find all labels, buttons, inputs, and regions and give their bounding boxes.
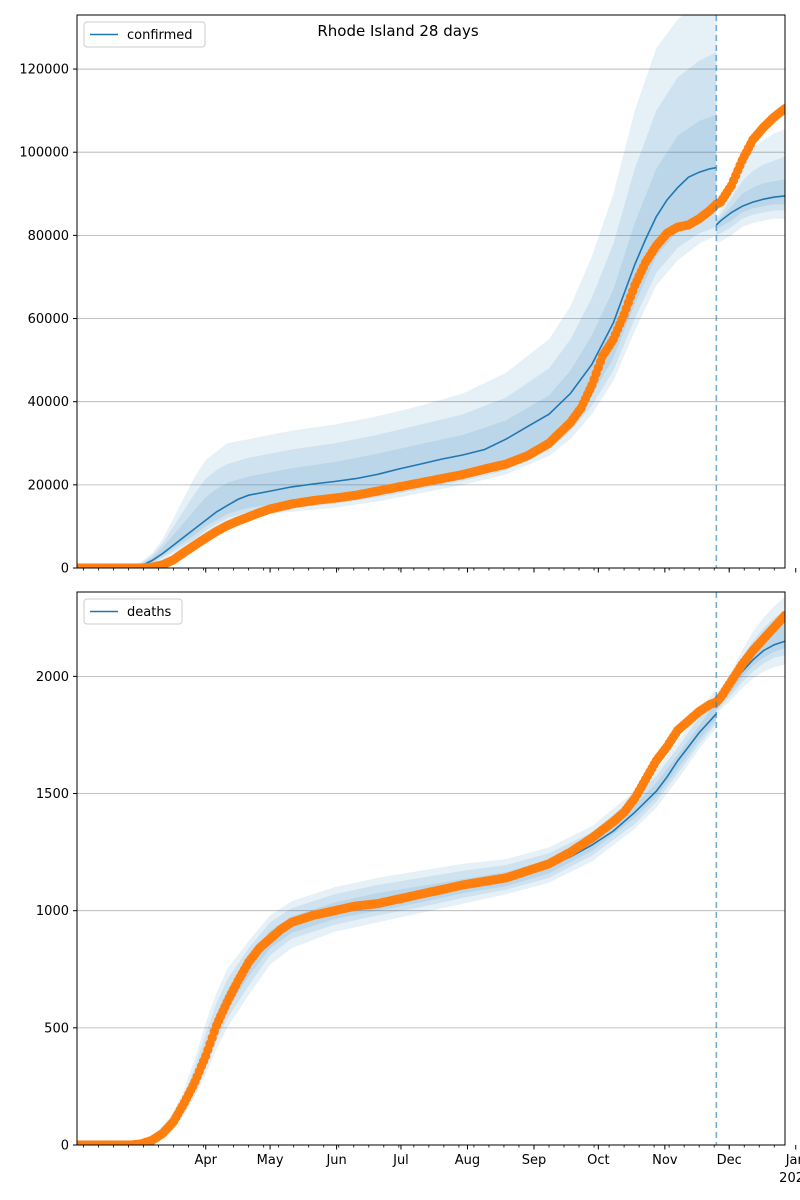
y-tick-label: 20000	[28, 478, 69, 493]
legend: confirmed	[83, 21, 206, 48]
y-tick-label: 0	[61, 1139, 69, 1154]
legend-box	[83, 598, 183, 625]
y-tick-label: 80000	[28, 229, 69, 244]
y-tick-label: 1500	[36, 787, 69, 802]
model-line-fit	[77, 713, 717, 1145]
deaths-panel: 0 500 1000 1500 2000 Apr May Jun Jul Aug Sep Oct Nov…	[36, 591, 800, 1186]
legend-label: deaths	[127, 605, 172, 620]
legend-box	[83, 21, 206, 48]
x-tick-label: Sep	[522, 1153, 547, 1168]
observed-point	[780, 104, 785, 114]
observed-point	[780, 610, 785, 620]
forecast-band-pre-0	[77, 688, 717, 1145]
model-line-forecast	[715, 195, 785, 226]
forecast-band-post-0	[716, 129, 785, 244]
observed-series	[77, 104, 785, 568]
x-tick-label: Dec	[717, 1153, 742, 1168]
x-tick-label: Apr	[194, 1153, 217, 1168]
y-tick-label: 120000	[19, 63, 69, 78]
x-tick-label: Jun	[325, 1153, 346, 1168]
y-tick-label: 100000	[19, 146, 69, 161]
x-year-label: 2021	[779, 1171, 800, 1186]
observed-series	[77, 610, 785, 1145]
legend: deaths	[83, 598, 183, 625]
y-tick-label: 2000	[36, 670, 69, 685]
x-tick-label: Aug	[455, 1153, 480, 1168]
x-tick-label: May	[257, 1153, 284, 1168]
y-tick-label: 40000	[28, 395, 69, 410]
figure-title: Rhode Island 28 days	[317, 22, 478, 40]
axes-frame	[76, 591, 786, 1146]
y-tick-label: 1000	[36, 904, 69, 919]
legend-label: confirmed	[127, 28, 193, 43]
y-tick-label: 500	[44, 1021, 69, 1036]
confirmed-panel: 0 20000 40000 60000 80000 100000 120000 confirm…	[19, 14, 797, 577]
model-line-fit	[77, 166, 717, 568]
y-tick-label: 0	[61, 562, 69, 577]
forecast-band-post-2	[716, 179, 785, 230]
forecast-band-pre-1	[77, 695, 717, 1145]
x-tick-label: Oct	[587, 1153, 609, 1168]
plot-area	[77, 592, 785, 1145]
plot-area	[77, 15, 785, 568]
forecast-band-pre-2	[77, 702, 717, 1145]
x-tick-label: Jul	[392, 1153, 409, 1168]
x-tick-label: Nov	[652, 1153, 678, 1168]
forecast-band-post-1	[716, 156, 785, 236]
forecast-band-post-2	[716, 624, 785, 710]
forecast-band-pre-2	[77, 114, 717, 568]
y-tick-label: 60000	[28, 312, 69, 327]
x-tick-label: Jan	[785, 1153, 800, 1168]
axes-frame	[76, 14, 786, 569]
